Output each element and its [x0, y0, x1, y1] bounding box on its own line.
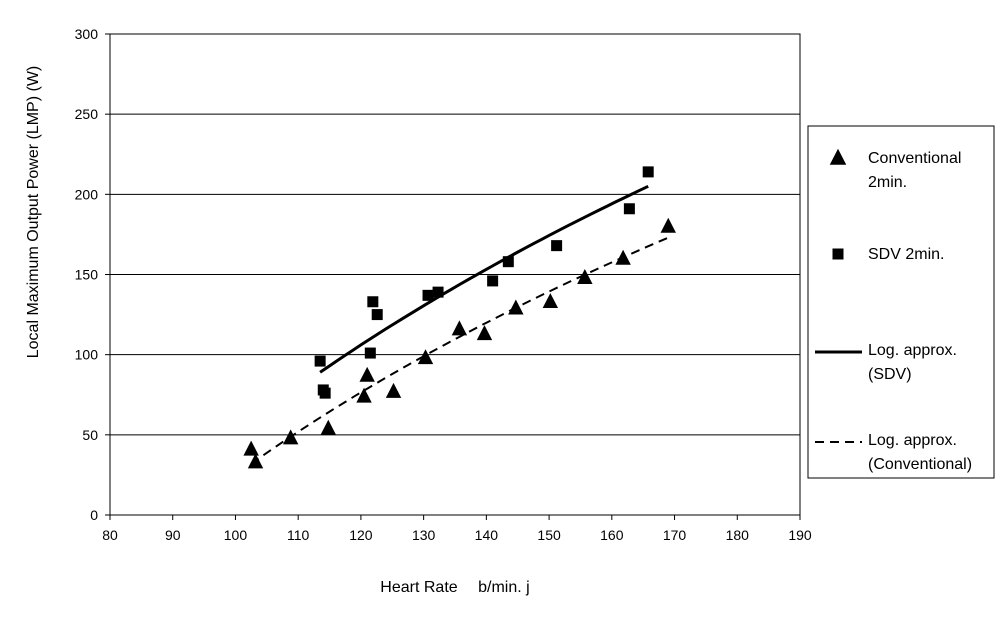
conventional-point — [476, 325, 493, 341]
legend-label: (SDV) — [868, 366, 912, 383]
conventional-point — [508, 299, 524, 315]
y-tick-label: 50 — [82, 427, 98, 443]
conventional-point — [385, 382, 402, 398]
y-axis-ticks: 0 50 100 150 200 250 300 — [75, 26, 110, 523]
x-tick-label: 90 — [165, 527, 181, 543]
y-axis-title: Local Maximum Output Power (LMP) (W) — [25, 66, 42, 359]
sdv-point — [367, 296, 379, 308]
trend-lines — [250, 184, 669, 465]
log-fit-sdv-line — [319, 184, 649, 374]
x-tick-label: 160 — [600, 527, 624, 543]
sdv-point — [314, 355, 326, 367]
data-markers — [243, 166, 676, 469]
conventional-point — [577, 269, 593, 285]
y-tick-label: 250 — [75, 106, 99, 122]
legend-label: Log. approx. — [868, 432, 957, 449]
x-tick-label: 130 — [412, 527, 436, 543]
conventional-point — [417, 349, 434, 365]
y-tick-label: 100 — [75, 347, 99, 363]
legend-label: Log. approx. — [868, 342, 957, 359]
sdv-point — [319, 387, 331, 399]
y-tick-label: 150 — [75, 267, 99, 283]
sdv-point — [551, 240, 563, 252]
x-tick-label: 190 — [788, 527, 812, 543]
sdv-point — [642, 166, 654, 178]
sdv-point — [371, 309, 383, 321]
x-tick-label: 170 — [663, 527, 687, 543]
x-tick-label: 150 — [537, 527, 561, 543]
sdv-point — [623, 203, 635, 215]
x-tick-label: 80 — [102, 527, 118, 543]
x-axis-ticks: 80 90 100 110 120 130 140 150 160 170 180 190 — [102, 515, 812, 543]
conventional-point — [359, 366, 375, 382]
conventional-point — [660, 217, 676, 233]
y-tick-label: 200 — [75, 186, 99, 202]
x-tick-label: 180 — [726, 527, 750, 543]
conventional-point — [451, 320, 468, 336]
conventional-point — [320, 419, 336, 435]
log-fit-conventional-line — [250, 236, 669, 465]
y-tick-label: 300 — [75, 26, 99, 42]
x-axis-title: Heart Rate b/min. j — [380, 579, 529, 596]
legend-label: SDV 2min. — [868, 246, 944, 263]
legend-triangle-icon — [829, 148, 847, 165]
x-tick-label: 120 — [349, 527, 373, 543]
legend: Conventional 2min. SDV 2min. Log. approx. (S… — [815, 148, 972, 473]
conventional-point — [542, 293, 559, 309]
conventional-point — [356, 387, 372, 403]
y-tick-label: 0 — [90, 507, 98, 523]
sdv-point — [487, 275, 499, 287]
legend-box — [807, 125, 995, 479]
legend-label: 2min. — [868, 174, 907, 191]
sdv-point — [422, 289, 434, 301]
sdv-point — [432, 286, 444, 298]
sdv-point — [364, 347, 376, 359]
legend-square-icon — [832, 248, 844, 260]
conventional-point — [243, 440, 259, 456]
legend-label: Conventional — [868, 150, 961, 167]
sdv-point — [502, 256, 514, 268]
x-tick-label: 140 — [475, 527, 499, 543]
x-tick-label: 110 — [287, 527, 310, 543]
gridlines — [110, 113, 800, 436]
conventional-point — [247, 453, 264, 469]
conventional-point — [282, 429, 299, 445]
legend-label: (Conventional) — [868, 456, 972, 473]
x-tick-label: 100 — [224, 527, 248, 543]
conventional-point — [615, 249, 631, 265]
